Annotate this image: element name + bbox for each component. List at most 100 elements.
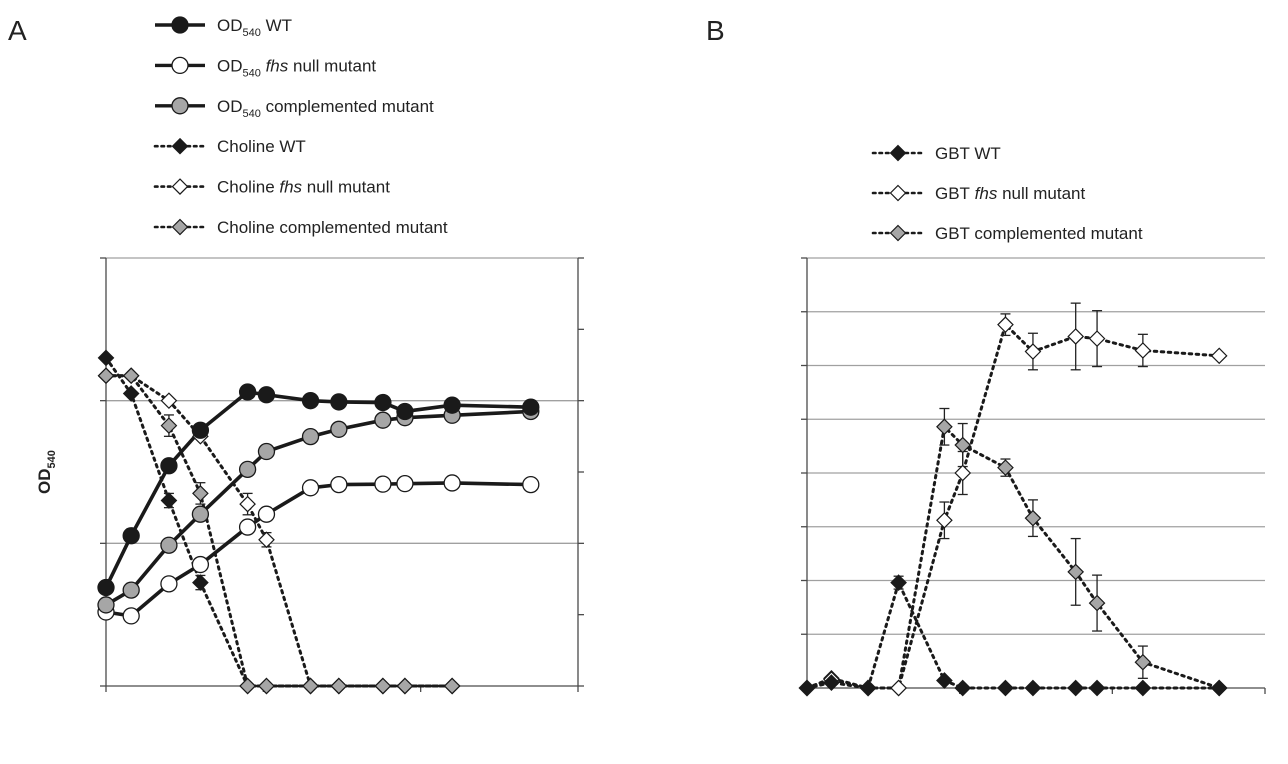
- data-point: [122, 607, 140, 625]
- data-point: [238, 383, 257, 401]
- data-point: [1134, 679, 1152, 697]
- data-point: [396, 475, 414, 493]
- legend-marker: [889, 184, 907, 202]
- panel-a-label: A: [8, 15, 27, 46]
- data-point: [258, 677, 275, 695]
- data-point: [302, 677, 319, 695]
- legend-label-italic: fhs: [261, 56, 289, 75]
- data-point: [1024, 509, 1042, 527]
- y-axis-title-subscript: 540: [46, 450, 58, 468]
- data-point: [330, 475, 348, 494]
- legend-label-text: null mutant: [997, 184, 1085, 203]
- data-point: [160, 575, 178, 593]
- legend-marker: [171, 16, 189, 34]
- data-point: [97, 349, 115, 367]
- data-point: [1088, 594, 1106, 612]
- data-point: [1210, 347, 1228, 365]
- data-point: [1067, 679, 1085, 697]
- legend-entry: OD540 WT: [155, 16, 292, 39]
- data-point: [890, 679, 907, 697]
- data-point: [1024, 679, 1042, 697]
- data-point: [443, 396, 461, 414]
- legend-entry: OD540 complemented mutant: [155, 97, 434, 120]
- legend-label-text: WT: [261, 16, 292, 35]
- data-point: [238, 518, 257, 536]
- legend-label-italic: fhs: [970, 184, 998, 203]
- legend-entry: GBT fhs null mutant: [871, 184, 1086, 203]
- data-point: [823, 674, 840, 691]
- legend-label-subscript: 540: [243, 67, 261, 79]
- legend-entry: Choline WT: [153, 137, 306, 156]
- data-point: [238, 460, 257, 479]
- data-point: [936, 418, 953, 436]
- legend-label-text: complemented mutant: [261, 97, 434, 116]
- data-point: [122, 527, 140, 545]
- legend-label-italic: fhs: [275, 178, 303, 197]
- legend-label-text: Choline: [217, 178, 275, 197]
- series-markers: [798, 316, 1228, 697]
- data-point: [330, 420, 348, 438]
- data-point: [192, 485, 209, 502]
- data-point: [1067, 328, 1085, 345]
- data-point: [160, 536, 178, 554]
- data-point: [301, 392, 320, 410]
- data-point: [122, 385, 140, 402]
- legend-label: OD540 WT: [217, 16, 292, 39]
- data-point: [1024, 343, 1042, 360]
- data-point: [890, 574, 907, 591]
- data-point: [258, 531, 275, 549]
- data-point: [443, 474, 461, 492]
- data-point: [374, 393, 392, 412]
- legend-label-subscript: 540: [243, 27, 261, 39]
- data-point: [954, 436, 972, 454]
- data-point: [191, 555, 210, 574]
- legend-label-text: null mutant: [288, 56, 376, 75]
- data-point: [1210, 679, 1228, 697]
- legend-label-text: null mutant: [302, 178, 390, 197]
- data-point: [443, 677, 461, 695]
- panel-b-label: B: [706, 15, 725, 46]
- data-point: [122, 367, 140, 385]
- data-point: [522, 398, 540, 416]
- data-point: [330, 393, 348, 411]
- data-point: [936, 672, 953, 689]
- legend-label-text: WT: [970, 144, 1001, 163]
- legend-marker: [171, 218, 189, 236]
- data-point: [936, 511, 953, 529]
- legend-label-text: WT: [275, 137, 306, 156]
- data-point: [160, 457, 178, 475]
- legend-marker: [889, 144, 907, 162]
- data-point: [798, 679, 816, 697]
- legend-label: GBT WT: [935, 144, 1001, 163]
- data-point: [1067, 563, 1085, 581]
- legend-label: Choline fhs null mutant: [217, 178, 390, 197]
- data-point: [954, 679, 972, 697]
- data-point: [160, 417, 178, 434]
- data-point: [859, 679, 877, 697]
- series-lines: [805, 323, 1221, 690]
- legend-marker: [171, 178, 189, 195]
- legend-label-text: complemented mutant: [275, 218, 448, 237]
- legend-entry: Choline complemented mutant: [153, 218, 448, 237]
- legend-marker: [171, 97, 189, 115]
- legend-marker: [171, 56, 189, 75]
- series-line: [805, 581, 1221, 690]
- data-point: [374, 475, 392, 493]
- data-point: [1088, 679, 1106, 697]
- y-axis-title: OD540: [35, 450, 58, 494]
- series-line: [805, 425, 1221, 690]
- legend-marker: [171, 137, 189, 155]
- data-point: [522, 475, 540, 494]
- data-point: [396, 402, 414, 421]
- legend-entry: GBT WT: [871, 144, 1001, 163]
- legend-marker: [889, 224, 907, 242]
- data-point: [97, 367, 115, 385]
- legend-label-subscript: 540: [243, 108, 261, 120]
- data-point: [191, 421, 210, 439]
- data-point: [257, 442, 276, 461]
- data-point: [257, 505, 276, 523]
